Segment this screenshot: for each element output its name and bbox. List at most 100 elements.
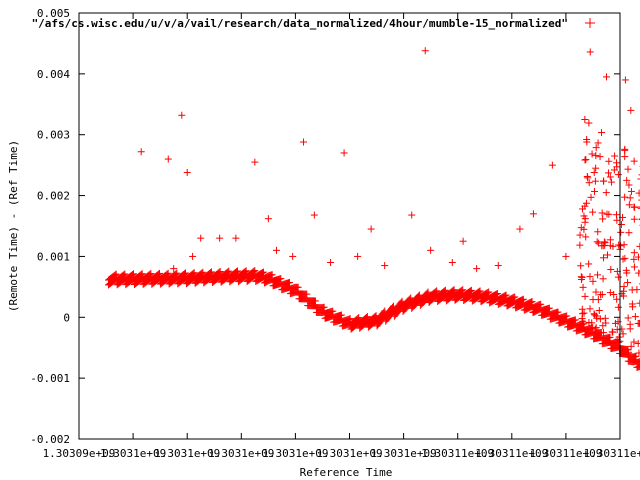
data-point: [268, 271, 276, 279]
y-axis-ticks: -0.002 -0.001 0 0.001 0.002 0.003 0.004 0.005: [30, 7, 620, 446]
data-point: [476, 287, 484, 295]
data-point: [606, 236, 614, 244]
x-tick-label: 1.3031e+09: [100, 447, 166, 460]
data-point: [554, 308, 562, 316]
data-point: [625, 348, 633, 356]
data-point: [137, 148, 145, 156]
data-point: [183, 168, 191, 176]
y-tick-label: 0.003: [37, 129, 70, 142]
y-tick-label: -0.002: [30, 433, 70, 446]
data-point: [563, 312, 571, 320]
data-point: [440, 287, 448, 295]
data-point: [604, 169, 612, 177]
data-point: [190, 269, 198, 277]
data-point: [593, 238, 601, 246]
data-point: [630, 157, 638, 165]
data-point: [320, 303, 328, 311]
data-point: [638, 199, 640, 201]
data-point: [345, 315, 353, 323]
data-point: [189, 269, 197, 277]
data-point: [441, 286, 449, 294]
x-tick-label: 1.3031e+09: [370, 447, 436, 460]
data-point: [586, 305, 594, 313]
y-tick-label: 0.001: [37, 250, 70, 263]
data-point: [594, 271, 602, 279]
data-point: [595, 307, 603, 315]
data-point: [449, 286, 457, 294]
data-point: [511, 293, 519, 301]
data-point: [583, 172, 591, 180]
data-point: [606, 173, 614, 181]
data-point: [581, 156, 589, 164]
data-point: [592, 164, 600, 172]
x-tick-label: 1.3031e+09: [316, 447, 382, 460]
data-point: [614, 171, 622, 179]
data-point: [626, 194, 634, 202]
data-point: [528, 298, 536, 306]
data-point: [624, 165, 632, 173]
data-point: [582, 199, 590, 207]
data-point: [433, 287, 441, 295]
data-point: [606, 333, 614, 341]
data-point: [577, 224, 585, 232]
data-point: [232, 234, 240, 242]
data-point: [614, 303, 622, 311]
data-point: [354, 314, 362, 322]
data-point: [571, 316, 579, 324]
data-point: [628, 300, 636, 308]
data-point: [164, 155, 172, 163]
data-point: [597, 291, 605, 299]
data-point: [623, 176, 631, 184]
data-point: [329, 307, 337, 315]
data-point: [627, 106, 635, 114]
data-point: [120, 271, 128, 279]
data-point: [627, 342, 635, 350]
data-point: [199, 268, 207, 276]
data-point: [289, 252, 297, 260]
data-point: [634, 253, 640, 261]
legend-series-name: "/afs/cs.wisc.edu/u/v/a/vail/research/da…: [32, 17, 568, 30]
data-point: [251, 158, 259, 166]
data-point: [625, 229, 633, 237]
data-point: [586, 48, 594, 56]
data-point: [337, 311, 345, 319]
data-point: [285, 278, 293, 286]
data-point: [216, 234, 224, 242]
data-point: [129, 271, 137, 279]
x-tick-label: 1.30311e+09: [421, 447, 494, 460]
data-point: [635, 269, 640, 277]
data-point: [630, 263, 638, 271]
data-point: [197, 234, 205, 242]
data-point: [599, 275, 607, 283]
data-point: [432, 288, 440, 296]
data-point: [589, 277, 597, 285]
y-axis-label: (Remote Time) - (Ref Time): [7, 140, 20, 312]
data-point: [588, 150, 596, 158]
data-point: [493, 290, 501, 298]
data-point: [579, 317, 587, 325]
data-point: [178, 111, 186, 119]
data-point: [631, 313, 639, 321]
data-point: [111, 271, 119, 279]
data-point: [225, 267, 233, 275]
y-tick-label: 0: [63, 311, 70, 324]
data-point: [599, 177, 607, 185]
data-point: [363, 313, 371, 321]
data-point: [562, 252, 570, 260]
data-point: [529, 210, 537, 218]
data-point: [620, 287, 628, 295]
data-point: [310, 211, 318, 219]
data-point: [592, 288, 600, 296]
data-point: [494, 262, 502, 270]
data-point: [632, 352, 640, 360]
x-tick-label: 1.30311e+09: [529, 447, 602, 460]
data-point: [502, 291, 510, 299]
data-point: [600, 254, 608, 262]
data-point: [258, 269, 266, 277]
data-point: [473, 265, 481, 273]
data-point: [634, 339, 640, 347]
data-point: [170, 265, 178, 273]
data-point: [381, 262, 389, 270]
data-point: [606, 289, 614, 297]
data-point: [581, 202, 589, 210]
